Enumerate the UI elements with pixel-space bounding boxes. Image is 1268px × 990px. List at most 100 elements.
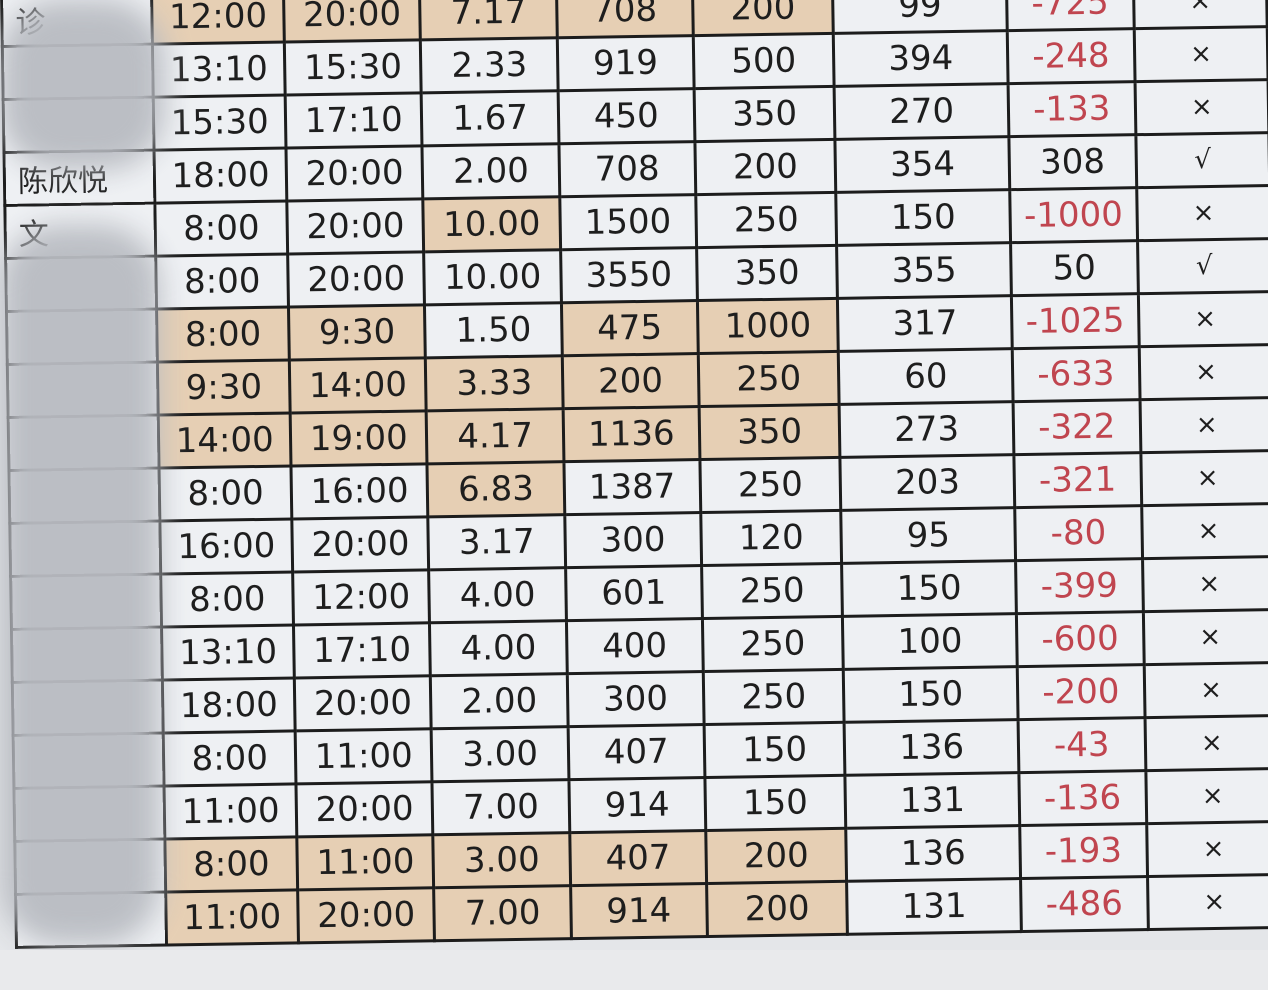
difference-cell: -399 bbox=[1015, 558, 1144, 614]
end-time-cell: 11:00 bbox=[296, 834, 435, 890]
hours-cell: 4.17 bbox=[426, 408, 564, 464]
privacy-blur bbox=[0, 0, 165, 170]
target-cell: 350 bbox=[698, 404, 841, 460]
difference-cell: 50 bbox=[1010, 240, 1139, 296]
target-cell: 200 bbox=[705, 828, 848, 884]
target-cell: 350 bbox=[696, 245, 838, 301]
hours-cell: 10.00 bbox=[423, 196, 561, 252]
amount-cell: 914 bbox=[568, 777, 706, 833]
status-mark-cell: √ bbox=[1135, 132, 1268, 188]
target-cell: 250 bbox=[698, 351, 840, 407]
start-time-cell: 8:00 bbox=[161, 571, 294, 628]
end-time-cell: 16:00 bbox=[290, 463, 429, 519]
start-time-cell: 8:00 bbox=[155, 201, 288, 257]
status-mark-cell: × bbox=[1133, 26, 1268, 82]
value-cell: 394 bbox=[833, 30, 1008, 87]
status-mark-cell: × bbox=[1143, 609, 1268, 665]
status-mark-cell: × bbox=[1140, 450, 1268, 506]
value-cell: 354 bbox=[835, 136, 1010, 193]
value-cell: 95 bbox=[841, 507, 1016, 564]
amount-cell: 300 bbox=[564, 512, 702, 568]
start-time-cell: 18:00 bbox=[162, 677, 296, 734]
difference-cell: -1025 bbox=[1011, 293, 1139, 349]
amount-cell: 601 bbox=[565, 565, 703, 621]
value-cell: 203 bbox=[840, 454, 1015, 511]
start-time-cell: 8:00 bbox=[156, 254, 289, 310]
end-time-cell: 14:00 bbox=[289, 357, 427, 413]
value-cell: 99 bbox=[832, 0, 1008, 34]
difference-cell: -633 bbox=[1012, 346, 1140, 402]
target-cell: 1000 bbox=[697, 298, 839, 354]
target-cell: 500 bbox=[693, 33, 835, 89]
difference-cell: -248 bbox=[1007, 28, 1135, 84]
value-cell: 60 bbox=[838, 348, 1013, 405]
amount-cell: 450 bbox=[557, 88, 695, 144]
hours-cell: 10.00 bbox=[424, 249, 562, 305]
difference-cell: -1000 bbox=[1009, 187, 1138, 243]
start-time-cell: 14:00 bbox=[158, 412, 291, 469]
amount-cell: 300 bbox=[567, 671, 704, 727]
start-time-cell: 16:00 bbox=[160, 518, 293, 575]
start-time-cell: 8:00 bbox=[163, 730, 296, 787]
status-mark-cell: √ bbox=[1137, 238, 1268, 294]
status-mark-cell: × bbox=[1138, 344, 1268, 400]
end-time-cell: 11:00 bbox=[295, 728, 433, 784]
start-time-cell: 15:30 bbox=[153, 95, 286, 151]
hours-cell: 7.00 bbox=[432, 779, 570, 835]
value-cell: 136 bbox=[844, 719, 1019, 776]
hours-cell: 3.33 bbox=[425, 355, 563, 411]
end-time-cell: 15:30 bbox=[284, 39, 422, 96]
difference-cell: -725 bbox=[1006, 0, 1134, 31]
difference-cell: -600 bbox=[1016, 611, 1144, 667]
status-mark-cell: × bbox=[1133, 0, 1268, 29]
amount-cell: 407 bbox=[569, 830, 707, 886]
difference-cell: -200 bbox=[1017, 664, 1145, 720]
end-time-cell: 20:00 bbox=[295, 781, 434, 837]
end-time-cell: 17:10 bbox=[293, 622, 431, 678]
target-cell: 120 bbox=[700, 510, 843, 566]
target-cell: 250 bbox=[699, 457, 842, 513]
hours-cell: 4.00 bbox=[429, 620, 568, 676]
start-time-cell: 11:00 bbox=[164, 783, 297, 840]
value-cell: 100 bbox=[842, 613, 1018, 670]
amount-cell: 200 bbox=[562, 353, 699, 409]
hours-cell: 7.00 bbox=[434, 885, 572, 941]
difference-cell: -80 bbox=[1014, 505, 1143, 561]
value-cell: 355 bbox=[837, 242, 1012, 299]
end-time-cell: 12:00 bbox=[292, 569, 430, 625]
value-cell: 136 bbox=[846, 825, 1021, 882]
target-cell: 250 bbox=[703, 669, 845, 725]
value-cell: 150 bbox=[836, 189, 1011, 246]
difference-cell: -136 bbox=[1018, 770, 1147, 826]
page-background bbox=[0, 950, 1268, 990]
difference-cell: -486 bbox=[1020, 876, 1149, 932]
amount-cell: 400 bbox=[566, 618, 704, 674]
schedule-table-photo: 诊12:0020:007.1770820099-725×13:1015:302.… bbox=[0, 0, 1268, 949]
status-mark-cell: × bbox=[1145, 768, 1268, 824]
amount-cell: 1500 bbox=[559, 194, 697, 250]
target-cell: 150 bbox=[704, 775, 847, 831]
start-time-cell: 9:30 bbox=[157, 360, 291, 416]
end-time-cell: 20:00 bbox=[285, 145, 424, 202]
difference-cell: -43 bbox=[1017, 717, 1146, 773]
amount-cell: 914 bbox=[570, 883, 708, 939]
hours-cell: 7.17 bbox=[419, 0, 558, 40]
status-mark-cell: × bbox=[1142, 556, 1268, 612]
target-cell: 200 bbox=[694, 139, 837, 195]
status-mark-cell: × bbox=[1138, 291, 1268, 347]
status-mark-cell: × bbox=[1134, 79, 1268, 135]
status-mark-cell: × bbox=[1139, 397, 1268, 453]
end-time-cell: 19:00 bbox=[290, 410, 428, 466]
hours-cell: 2.33 bbox=[420, 37, 558, 93]
amount-cell: 919 bbox=[557, 35, 694, 91]
difference-cell: -321 bbox=[1013, 452, 1142, 508]
target-cell: 250 bbox=[695, 192, 838, 248]
start-time-cell: 13:10 bbox=[152, 42, 286, 98]
end-time-cell: 20:00 bbox=[294, 675, 432, 731]
hours-cell: 1.67 bbox=[421, 90, 559, 146]
end-time-cell: 20:00 bbox=[287, 251, 425, 308]
hours-cell: 3.00 bbox=[433, 832, 571, 888]
status-mark-cell: × bbox=[1144, 715, 1268, 771]
target-cell: 200 bbox=[692, 0, 834, 36]
start-time-cell: 13:10 bbox=[161, 624, 295, 681]
